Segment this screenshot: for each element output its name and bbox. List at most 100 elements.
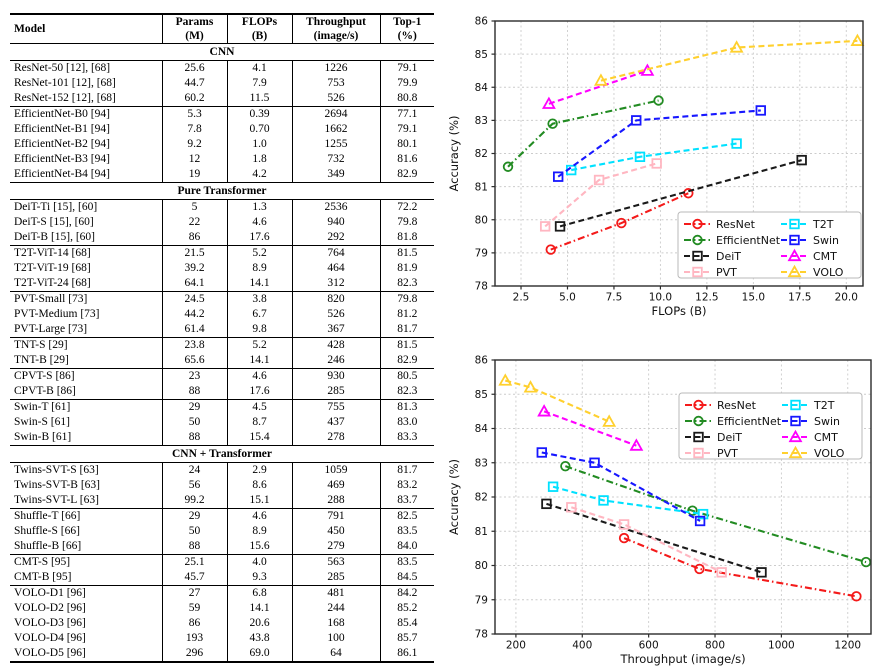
model-name: T2T-ViT-14 [68] <box>10 245 162 261</box>
table-row: EfficientNet-B1 [94] 7.8 0.70 1662 79.1 <box>10 122 434 137</box>
cell: 526 <box>291 91 380 107</box>
cell: 3.8 <box>226 291 292 307</box>
table-row: EfficientNet-B3 [94] 12 1.8 732 81.6 <box>10 152 434 167</box>
svg-text:82: 82 <box>475 148 488 160</box>
series-VOLO <box>594 33 865 86</box>
cell: 79.8 <box>379 291 434 307</box>
cell: 79.8 <box>379 215 434 230</box>
cell: 2.9 <box>226 462 292 478</box>
cell: 9.8 <box>226 322 292 338</box>
cell: 1.0 <box>226 137 292 152</box>
cell: 6.7 <box>226 307 292 322</box>
model-name: Twins-SVT-L [63] <box>14 494 99 506</box>
cell: 69.0 <box>226 646 292 662</box>
cell: 82.3 <box>379 276 434 292</box>
model-name: Swin-S [61] <box>14 416 70 428</box>
model-name: ResNet-50 [12], [68] <box>14 62 111 74</box>
legend-label-DeiT: DeiT <box>717 431 742 444</box>
svg-text:200: 200 <box>506 640 526 652</box>
cell: 85.2 <box>379 601 434 616</box>
cell: 56 <box>161 478 227 493</box>
svg-text:17.5: 17.5 <box>788 292 811 304</box>
x-axis-label: FLOPs (B) <box>652 304 707 318</box>
cell: 6.8 <box>226 585 292 601</box>
cell: 526 <box>291 307 380 322</box>
model-name: Shuffle-S [66] <box>14 525 80 537</box>
cell: 50 <box>161 415 227 430</box>
model-name: Twins-SVT-S [63] <box>14 464 99 476</box>
cell: 29 <box>161 399 227 415</box>
cell: 88 <box>161 430 227 446</box>
legend-label-PVT: PVT <box>717 447 738 460</box>
model-name: VOLO-D1 [96] <box>10 585 162 601</box>
cell: 17.6 <box>226 384 292 400</box>
cell: 5.2 <box>226 337 292 353</box>
legend-label-Swin: Swin <box>813 234 839 247</box>
model-name: Swin-B [61] <box>14 431 72 443</box>
cell: 39.2 <box>161 261 227 276</box>
y-axis-label: Accuracy (%) <box>447 459 461 535</box>
cell: 940 <box>291 215 380 230</box>
table-row: DeiT-S [15], [60] 22 4.6 940 79.8 <box>10 215 434 230</box>
table-row: Swin-T [61] 29 4.5 755 81.3 <box>10 399 434 415</box>
svg-text:82: 82 <box>475 492 488 504</box>
section-header: CNN <box>10 43 434 61</box>
model-name: CMT-B [95] <box>14 571 72 583</box>
svg-text:20.0: 20.0 <box>835 292 858 304</box>
cell: 81.2 <box>379 307 434 322</box>
cell: 79.9 <box>379 76 434 91</box>
cell: 60.2 <box>161 91 227 107</box>
cell: 930 <box>291 368 380 384</box>
cell: 61.4 <box>161 322 227 338</box>
cell: 563 <box>291 554 380 570</box>
model-comparison-table-wrap: Model Params (M) FLOPs (B) Throughput (image/s… <box>10 13 434 663</box>
cell: 81.7 <box>379 322 434 338</box>
legend-label-T2T: T2T <box>813 399 835 412</box>
series-CMT <box>537 404 644 451</box>
model-name: VOLO-D5 [96] <box>14 647 86 659</box>
svg-text:80: 80 <box>475 214 488 226</box>
svg-text:78: 78 <box>475 629 488 641</box>
cell: 7.9 <box>226 76 292 91</box>
table-row: PVT-Medium [73] 44.2 6.7 526 81.2 <box>10 307 434 322</box>
cell: 86 <box>161 616 227 631</box>
table-row: CMT-S [95] 25.1 4.0 563 83.5 <box>10 554 434 570</box>
cell: 753 <box>291 76 380 91</box>
cell: 15.1 <box>226 493 292 509</box>
x-axis: 200 400 600 800 1000 1200 Throughput (image/s) <box>506 634 861 666</box>
model-name: CMT-S [95] <box>10 554 162 570</box>
svg-text:83: 83 <box>475 115 488 127</box>
table-row: T2T-ViT-24 [68] 64.1 14.1 312 82.3 <box>10 276 434 292</box>
series-CMT <box>541 63 655 109</box>
col-header-params: Params (M) <box>161 14 227 44</box>
cell: 4.0 <box>226 554 292 570</box>
cell: 64.1 <box>161 276 227 292</box>
col-header-flops: FLOPs (B) <box>226 14 292 44</box>
svg-text:79: 79 <box>475 594 488 606</box>
cell: 4.6 <box>226 508 292 524</box>
cell: 88 <box>161 384 227 400</box>
cell: 8.6 <box>226 478 292 493</box>
y-axis: 78 79 80 81 82 83 84 85 86 Accuracy (%) <box>447 355 495 641</box>
cell: 25.1 <box>161 554 227 570</box>
cell: 1.8 <box>226 152 292 167</box>
col-header-top-1: Top-1 (%) <box>379 14 434 44</box>
table-row: DeiT-B [15], [60] 86 17.6 292 81.8 <box>10 230 434 246</box>
table-row: ResNet-50 [12], [68] 25.6 4.1 1226 79.1 <box>10 60 434 76</box>
cell: 820 <box>291 291 380 307</box>
cell: 285 <box>291 384 380 400</box>
model-name: DeiT-B [15], [60] <box>14 231 96 243</box>
cell: 450 <box>291 524 380 539</box>
legend: ResNet EfficientNet DeiT PVT T2T Swin CMT VOLO <box>677 211 862 279</box>
cell: 77.1 <box>379 106 434 122</box>
cell: 83.5 <box>379 524 434 539</box>
model-name: EfficientNet-B0 [94] <box>10 106 162 122</box>
cell: 81.6 <box>379 152 434 167</box>
table-row: VOLO-D4 [96] 193 43.8 100 85.7 <box>10 631 434 646</box>
section-header: CNN + Transformer <box>10 445 434 463</box>
cell: 15.6 <box>226 539 292 555</box>
model-name: DeiT-Ti [15], [60] <box>14 201 98 213</box>
cell: 791 <box>291 508 380 524</box>
series-T2T <box>566 138 742 176</box>
